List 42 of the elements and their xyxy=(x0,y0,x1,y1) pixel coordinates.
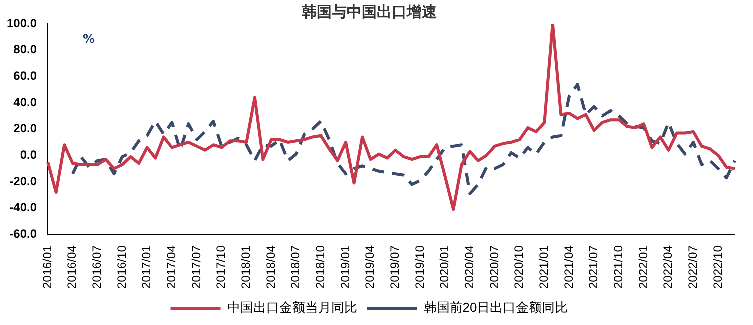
x-tick-label: 2018/10 xyxy=(313,245,328,290)
x-tick-label: 2021/04 xyxy=(562,245,576,290)
x-tick-label: 2022/10 xyxy=(710,245,725,290)
x-tick-label: 2020/10 xyxy=(512,245,526,290)
y-tick-label: 20.0 xyxy=(14,122,38,136)
y-tick-label: 40.0 xyxy=(14,95,38,110)
annotation: % xyxy=(83,32,96,46)
x-tick-label: 2018/01 xyxy=(238,245,253,290)
y-tick-label: -40.0 xyxy=(10,200,38,215)
line-series xyxy=(71,83,736,196)
x-tick-label: 2019/10 xyxy=(412,245,427,290)
x-tick-label: 2020/01 xyxy=(438,245,452,290)
x-tick-label: 2017/04 xyxy=(164,245,178,290)
x-tick-label: 2020/07 xyxy=(487,245,502,290)
y-tick-label: 60.0 xyxy=(14,68,38,83)
x-tick-label: 2017/10 xyxy=(214,245,228,290)
y-tick-label: -60.0 xyxy=(10,226,38,241)
x-tick-label: 2018/07 xyxy=(288,245,303,290)
x-tick-label: 2021/07 xyxy=(586,245,601,290)
x-tick-label: 2022/04 xyxy=(661,245,676,290)
x-tick-label: 2019/01 xyxy=(338,245,352,290)
x-tick-label: 2016/04 xyxy=(65,245,80,290)
x-tick-label: 2016/10 xyxy=(114,245,129,290)
x-tick-label: 2021/01 xyxy=(536,245,551,290)
x-tick-label: 2022/01 xyxy=(636,245,650,290)
y-tick-label: 100.0 xyxy=(7,16,38,30)
legend-label: 中国出口金额当月同比 xyxy=(227,300,358,316)
chart-title: 韩国与中国出口增速 xyxy=(301,2,438,21)
x-tick-label: 2016/01 xyxy=(40,245,54,290)
x-tick-label: 2017/07 xyxy=(189,245,204,290)
x-tick-label: 2016/07 xyxy=(90,245,104,290)
x-tick-label: 2021/10 xyxy=(611,245,626,290)
legend-label: 韩国前20日出口金额同比 xyxy=(424,300,568,316)
x-tick-label: 2019/04 xyxy=(363,245,378,290)
x-tick-label: 2020/04 xyxy=(462,245,476,290)
x-tick-label: 2019/07 xyxy=(388,245,402,290)
y-tick-label: -20.0 xyxy=(10,174,38,188)
y-tick-label: 0.0 xyxy=(20,148,38,162)
y-tick-label: 80.0 xyxy=(14,42,38,57)
x-tick-label: 2018/04 xyxy=(264,245,278,290)
x-tick-label: 2022/07 xyxy=(686,245,700,290)
x-tick-label: 2017/01 xyxy=(140,245,154,290)
